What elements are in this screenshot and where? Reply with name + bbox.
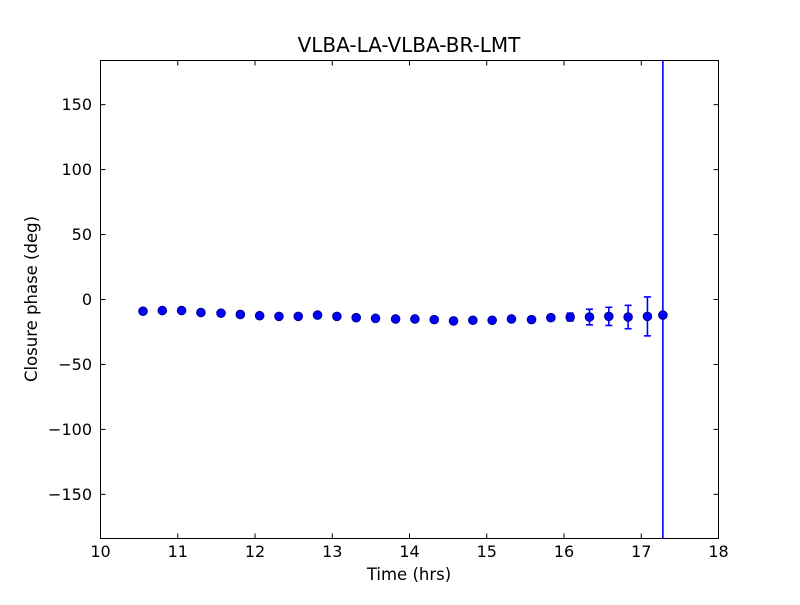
data-point: [604, 311, 614, 322]
data-point: [370, 313, 381, 324]
data-point: [332, 311, 342, 322]
y-tick-label: 50: [72, 225, 92, 244]
x-tick-label: 18: [708, 542, 728, 561]
data-point: [584, 312, 595, 322]
y-tick-label: −150: [48, 485, 92, 504]
plot-area: 10 11 12 13 14 15 16 17 18 −150 −100 −50 0 50 100 150: [48, 60, 729, 561]
y-tick-label: 0: [82, 290, 92, 309]
data-point: [235, 309, 246, 320]
data-point: [642, 311, 653, 322]
x-axis-label: Time (hrs): [366, 565, 451, 584]
x-tick-label: 11: [168, 542, 188, 561]
data-point: [526, 314, 537, 325]
x-tick-label: 12: [245, 542, 265, 561]
data-point: [312, 310, 323, 320]
data-point: [546, 312, 556, 323]
y-tick-label: −50: [58, 355, 92, 374]
data-point: [410, 314, 420, 324]
chart-title: VLBA-LA-VLBA-BR-LMT: [298, 33, 522, 57]
x-tick-label: 14: [399, 542, 419, 561]
x-tick-label: 13: [322, 542, 342, 561]
y-tick-label: 100: [61, 160, 92, 179]
data-point: [216, 308, 226, 318]
data-point: [448, 316, 459, 326]
y-axis-label: Closure phase (deg): [22, 216, 41, 382]
data-point: [293, 311, 304, 322]
data-point: [565, 312, 575, 322]
y-tick-label: −100: [48, 420, 92, 439]
data-point: [487, 315, 497, 326]
data-point: [506, 314, 517, 324]
data-point: [196, 307, 206, 318]
data-point: [254, 310, 265, 321]
data-point: [351, 312, 361, 323]
data-point: [157, 305, 168, 316]
data-point: [138, 306, 148, 316]
data-point: [176, 305, 187, 316]
x-tick-label: 15: [477, 542, 497, 561]
x-tick-label: 10: [90, 542, 110, 561]
x-tick-label: 17: [631, 542, 651, 561]
data-point: [429, 314, 440, 325]
plot-frame: [100, 60, 719, 539]
x-tick-label: 16: [554, 542, 574, 561]
data-point: [623, 312, 633, 322]
data-point: [390, 314, 401, 324]
data-point: [274, 311, 284, 322]
y-tick-label: 150: [61, 95, 92, 114]
data-point: [658, 310, 668, 320]
data-point: [468, 315, 478, 326]
